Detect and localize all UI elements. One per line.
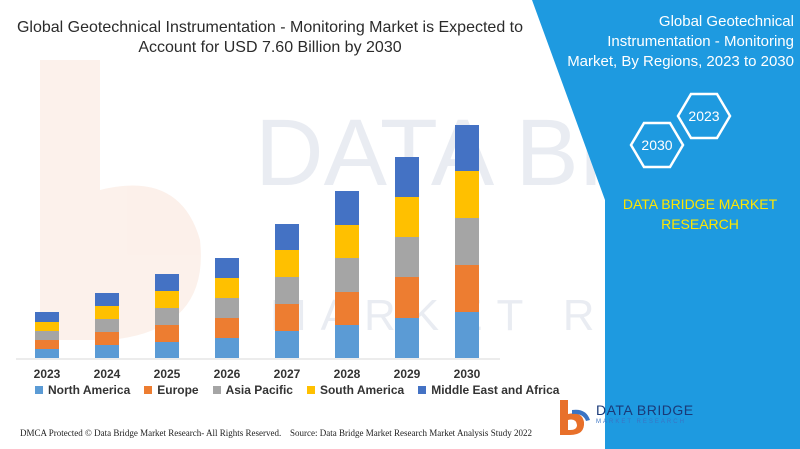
bar-segment-2028-2 bbox=[335, 258, 359, 292]
x-tick-label: 2025 bbox=[154, 367, 181, 381]
bar-segment-2024-1 bbox=[95, 332, 119, 345]
legend-item: South America bbox=[306, 383, 405, 397]
legend-item: Europe bbox=[144, 383, 199, 397]
bar-segment-2028-1 bbox=[335, 292, 359, 325]
bar-segment-2024-3 bbox=[95, 306, 119, 319]
bar-segment-2030-1 bbox=[455, 265, 479, 312]
bar-segment-2027-4 bbox=[275, 224, 299, 250]
chart-plot: 2023 2024 2025 2026 2027 2028 2029 2030 bbox=[16, 125, 500, 381]
hex-end-shape bbox=[676, 92, 732, 140]
bar-segment-2026-3 bbox=[215, 278, 239, 298]
legend-item: North America bbox=[35, 383, 130, 397]
legend-label: North America bbox=[48, 383, 131, 397]
bar-segment-2027-1 bbox=[275, 304, 299, 331]
bar-segment-2024-4 bbox=[95, 293, 119, 306]
hex-start-label: 2030 bbox=[641, 137, 672, 153]
bar-segment-2024-2 bbox=[95, 319, 119, 332]
bar-segment-2030-3 bbox=[455, 171, 479, 218]
bar-segment-2026-4 bbox=[215, 258, 239, 278]
bar-segment-2029-1 bbox=[395, 277, 419, 318]
x-tick-label: 2027 bbox=[274, 367, 301, 381]
bar-segment-2027-3 bbox=[275, 250, 299, 277]
bar-segment-2027-2 bbox=[275, 277, 299, 304]
bar-segment-2029-3 bbox=[395, 197, 419, 237]
bar-segment-2028-0 bbox=[335, 325, 359, 358]
side-panel-background bbox=[532, 0, 800, 449]
bar-segment-2024-0 bbox=[95, 345, 119, 358]
footer-copyright: DMCA Protected © Data Bridge Market Rese… bbox=[20, 428, 282, 438]
bar-segment-2026-0 bbox=[215, 338, 239, 358]
hex-start-shape bbox=[629, 121, 685, 169]
bar-segment-2025-2 bbox=[155, 308, 179, 325]
bar-segment-2029-2 bbox=[395, 237, 419, 277]
bar-segment-2023-2 bbox=[35, 331, 59, 340]
bar-segment-2025-4 bbox=[155, 274, 179, 291]
x-tick-label: 2023 bbox=[34, 367, 61, 381]
legend-item: Middle East and Africa bbox=[418, 383, 559, 397]
bar-segment-2023-1 bbox=[35, 340, 59, 349]
brand-text: DATA BRIDGE MARKET RESEARCH bbox=[622, 196, 778, 232]
legend-swatch bbox=[212, 386, 221, 394]
bar-segment-2029-4 bbox=[395, 157, 419, 197]
bar-segment-2025-1 bbox=[155, 325, 179, 342]
legend-swatch bbox=[144, 386, 153, 394]
bar-segment-2030-0 bbox=[455, 312, 479, 358]
x-tick-label: 2029 bbox=[394, 367, 421, 381]
bar-segment-2028-4 bbox=[335, 191, 359, 225]
legend-swatch bbox=[418, 386, 427, 394]
legend-swatch bbox=[306, 386, 315, 394]
bar-segment-2026-2 bbox=[215, 298, 239, 318]
watermark-logo-icon bbox=[40, 60, 201, 340]
logo-name: DATA BRIDGE bbox=[596, 402, 694, 418]
side-panel-title: Global Geotechnical Instrumentation - Mo… bbox=[567, 13, 794, 70]
bar-segment-2030-4 bbox=[455, 125, 479, 171]
bar-segment-2029-0 bbox=[395, 318, 419, 358]
legend-item: Asia Pacific bbox=[212, 383, 293, 397]
legend-label: Asia Pacific bbox=[225, 383, 293, 397]
x-tick-label: 2026 bbox=[214, 367, 241, 381]
hex-end-label: 2023 bbox=[688, 108, 719, 124]
bar-segment-2028-3 bbox=[335, 225, 359, 258]
bar-segment-2023-0 bbox=[35, 349, 59, 358]
footer-source: Source: Data Bridge Market Research Mark… bbox=[290, 428, 532, 438]
logo-subtitle: MARKET RESEARCH bbox=[596, 419, 686, 425]
bar-segment-2025-0 bbox=[155, 342, 179, 358]
legend-swatch bbox=[35, 386, 43, 394]
chart-bars bbox=[35, 125, 479, 358]
x-tick-label: 2024 bbox=[94, 367, 121, 381]
bar-segment-2030-2 bbox=[455, 218, 479, 265]
bar-segment-2026-1 bbox=[215, 318, 239, 338]
legend-label: South America bbox=[319, 383, 405, 397]
legend: North America Europe Asia Pacific South Ame… bbox=[35, 383, 559, 397]
x-tick-label: 2028 bbox=[334, 367, 361, 381]
legend-label: Middle East and Africa bbox=[431, 383, 560, 397]
legend-label: Europe bbox=[157, 383, 199, 397]
bar-segment-2025-3 bbox=[155, 291, 179, 308]
bar-segment-2023-3 bbox=[35, 322, 59, 331]
data-bridge-logo-icon bbox=[560, 400, 590, 435]
chart-title: Global Geotechnical Instrumentation - Mo… bbox=[16, 19, 524, 56]
x-axis-ticks: 2023 2024 2025 2026 2027 2028 2029 2030 bbox=[34, 367, 481, 381]
bar-segment-2023-4 bbox=[35, 312, 59, 322]
x-tick-label: 2030 bbox=[454, 367, 481, 381]
bar-segment-2027-0 bbox=[275, 331, 299, 358]
